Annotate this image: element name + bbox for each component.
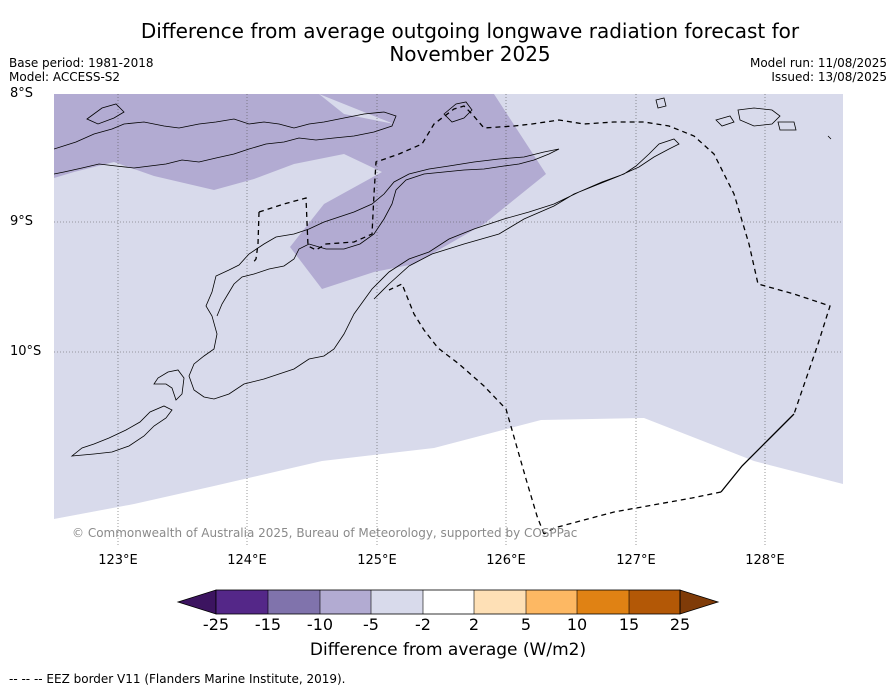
colorbar-bin-9: [629, 590, 680, 614]
colorbar-dividers: [267, 590, 630, 614]
lat-label-8s: 8°S: [10, 86, 34, 101]
coast-leti: [715, 115, 735, 127]
colorbar-tick: -5: [363, 615, 379, 634]
colorbar-tick: 10: [566, 615, 588, 634]
colorbar-bin-4: [371, 590, 423, 614]
colorbar-tick: 25: [669, 615, 691, 634]
eez-legend-note: -- -- -- EEZ border V11 (Flanders Marine…: [9, 672, 346, 686]
copyright-note: © Commonwealth of Australia 2025, Bureau…: [72, 526, 578, 540]
colorbar-frame: [215, 589, 681, 615]
anomaly-region-dark-central: [290, 94, 546, 289]
lon-label-128e: 128°E: [745, 553, 785, 568]
colorbar-bin-7: [526, 590, 577, 614]
colorbar-label: Difference from average (W/m2): [309, 640, 587, 660]
lat-label-10s: 10°S: [10, 344, 42, 359]
colorbar-bin-2: [268, 590, 320, 614]
lon-label-126e: 126°E: [486, 553, 526, 568]
colorbar-tick: 5: [520, 615, 532, 634]
coast-dot-east: [827, 135, 832, 140]
colorbar-tick: -10: [306, 615, 334, 634]
model-run: Model run: 11/08/2025: [749, 56, 887, 70]
coast-sawu: [70, 405, 173, 457]
lat-label-9s: 9°S: [10, 214, 34, 229]
lon-label-123e: 123°E: [98, 553, 138, 568]
model-name: Model: ACCESS-S2: [9, 70, 121, 84]
lon-label-125e: 125°E: [357, 553, 397, 568]
colorbar-tick: 15: [618, 615, 640, 634]
lon-label-124e: 124°E: [227, 553, 267, 568]
colorbar-tick: 2: [468, 615, 480, 634]
colorbar-tick: -15: [254, 615, 282, 634]
colorbar-extend-low: [176, 589, 217, 615]
meta-left: Base period: 1981-2018 Model: ACCESS-S2: [9, 56, 154, 84]
title-line-2: November 2025: [389, 42, 551, 66]
colorbar-extend-high: [679, 589, 720, 615]
colorbar: [176, 589, 720, 615]
coast-flores: [54, 111, 397, 175]
coast-alor: [86, 103, 125, 125]
eez-border: [251, 105, 831, 535]
meta-right: Model run: 11/08/2025 Issued: 13/08/2025: [750, 56, 887, 84]
coast-timor: [188, 138, 680, 400]
graticule: [54, 94, 843, 546]
base-period: Base period: 1981-2018: [9, 56, 154, 70]
title-line-1: Difference from average outgoing longwav…: [140, 19, 800, 43]
coast-rote: [153, 369, 185, 401]
colorbar-tick: -25: [202, 615, 230, 634]
coast-kisar: [655, 97, 667, 109]
coast-moa: [737, 107, 781, 127]
colorbar-tick: -2: [415, 615, 431, 634]
map-panel: [54, 94, 843, 546]
issued-date: Issued: 13/08/2025: [771, 70, 887, 84]
colorbar-bin-8: [577, 590, 629, 614]
coastlines: [54, 97, 832, 457]
lon-label-127e: 127°E: [616, 553, 656, 568]
coast-lakor: [777, 121, 797, 131]
colorbar-bin-5: [423, 590, 474, 614]
coast-wetar: [443, 101, 473, 123]
colorbar-bin-1: [216, 590, 268, 614]
anomaly-region-dark-northwest: [54, 94, 394, 190]
colorbar-bin-3: [320, 590, 371, 614]
colorbar-bin-6: [474, 590, 526, 614]
anomaly-region-light: [54, 94, 843, 519]
chart-title: Difference from average outgoing longwav…: [0, 20, 896, 66]
